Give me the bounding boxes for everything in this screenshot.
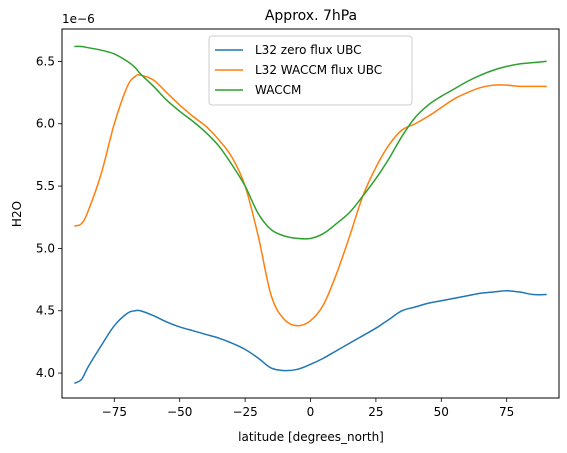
y-offset-label: 1e−6 (62, 12, 95, 26)
series-line-1 (74, 290, 547, 385)
legend-label-1: L32 zero flux UBC (255, 43, 362, 57)
x-tick-label: 75 (499, 405, 514, 419)
chart-title: Approx. 7hPa (265, 8, 357, 24)
series-line-2 (74, 74, 547, 327)
legend-box (208, 35, 413, 106)
legend: L32 zero flux UBC L32 WACCM flux UBC WACCM (208, 35, 413, 106)
x-axis-label: latitude [degrees_north] (238, 430, 384, 444)
y-tick-label: 6.0 (36, 117, 55, 131)
y-tick-label: 5.5 (36, 179, 55, 193)
y-axis: 4.0 4.5 5.0 5.5 6.0 6.5 (36, 54, 62, 380)
y-tick-label: 6.5 (36, 54, 55, 68)
series-line-3 (74, 45, 547, 240)
y-tick-label: 4.5 (36, 304, 55, 318)
x-tick-label: 25 (368, 405, 383, 419)
x-tick-label: −25 (232, 405, 257, 419)
x-tick-label: 50 (434, 405, 449, 419)
x-tick-label: 0 (307, 405, 315, 419)
x-axis: −75 −50 −25 0 25 50 75 (102, 398, 514, 419)
y-tick-label: 4.0 (36, 366, 55, 380)
x-tick-label: −50 (167, 405, 192, 419)
y-axis-label: H2O (10, 201, 24, 227)
plot-lines (74, 45, 547, 385)
x-tick-label: −75 (102, 405, 127, 419)
legend-label-3: WACCM (255, 83, 301, 97)
y-tick-label: 5.0 (36, 241, 55, 255)
legend-label-2: L32 WACCM flux UBC (255, 63, 382, 77)
